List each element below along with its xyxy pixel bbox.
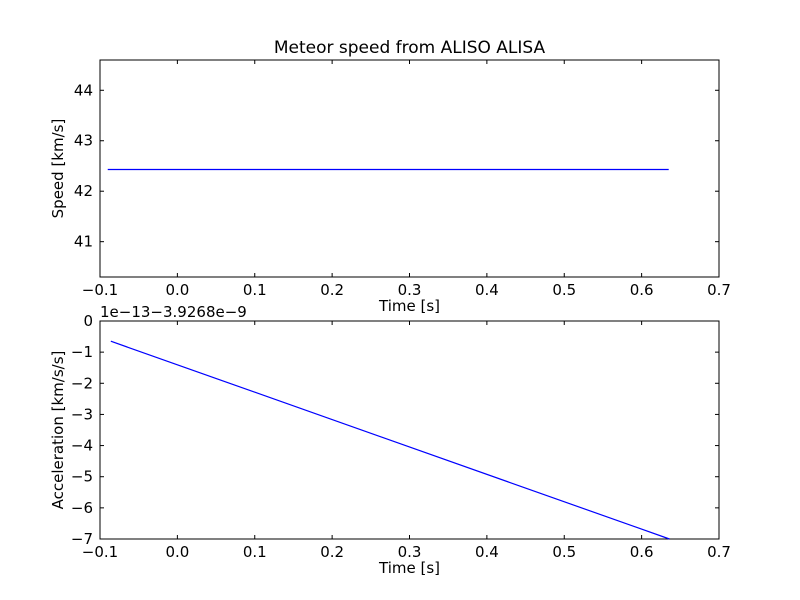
x-tick-label: 0.1 — [243, 281, 267, 299]
y-tick-label: 43 — [74, 132, 93, 150]
x-tick-label: 0.2 — [320, 543, 344, 561]
x-axis-label: Time [s] — [378, 559, 440, 577]
x-tick-label: 0.3 — [398, 281, 422, 299]
chart-title: Meteor speed from ALISO ALISA — [274, 38, 546, 58]
plot-frame — [99, 59, 720, 278]
series-line — [110, 340, 670, 540]
speed-panel: Meteor speed from ALISO ALISA −0.1 0.0 0.1 0… — [49, 38, 731, 315]
x-tick-label: 0.1 — [243, 543, 267, 561]
x-tick-label: 0.7 — [707, 281, 731, 299]
x-tick-label: 0.7 — [707, 543, 731, 561]
x-tick-label: 0.3 — [398, 543, 422, 561]
y-tick-label: 42 — [74, 182, 93, 200]
y-axis-label: Acceleration [km/s/s] — [49, 351, 67, 510]
x-tick-label: 0.2 — [320, 281, 344, 299]
y-tick-label: 44 — [74, 81, 93, 99]
y-tick-label: −5 — [71, 468, 93, 486]
x-axis-label: Time [s] — [378, 297, 440, 315]
y-tick-label: 41 — [74, 233, 93, 251]
y-tick-label: −1 — [71, 343, 93, 361]
y-axis-label: Speed [km/s] — [49, 119, 67, 219]
x-tick-label: 0.5 — [552, 281, 576, 299]
y-tick-label: −4 — [71, 437, 93, 455]
x-tick-label: 0.0 — [165, 543, 189, 561]
axis-offset-text: 1e−13−3.9268e−9 — [100, 303, 247, 321]
x-tick-label: 0.6 — [630, 543, 654, 561]
x-tick-label: 0.6 — [630, 281, 654, 299]
y-tick-label: −2 — [71, 374, 93, 392]
x-tick-label: 0.4 — [475, 281, 499, 299]
y-tick-label: 0 — [83, 312, 93, 330]
x-tick-label: −0.1 — [82, 543, 118, 561]
acceleration-panel: −0.1 0.0 0.1 0.2 0.3 0.4 0.5 0.6 0.7 0 −1 −2 −3 −4 −5 −… — [49, 303, 731, 577]
x-tick-label: −0.1 — [82, 281, 118, 299]
x-tick-label: 0.5 — [552, 543, 576, 561]
plot-frame — [99, 320, 720, 540]
y-tick-label: −6 — [71, 499, 93, 517]
x-tick-label: 0.0 — [165, 281, 189, 299]
y-tick-label: −7 — [71, 530, 93, 548]
x-tick-label: 0.4 — [475, 543, 499, 561]
y-tick-label: −3 — [71, 405, 93, 423]
